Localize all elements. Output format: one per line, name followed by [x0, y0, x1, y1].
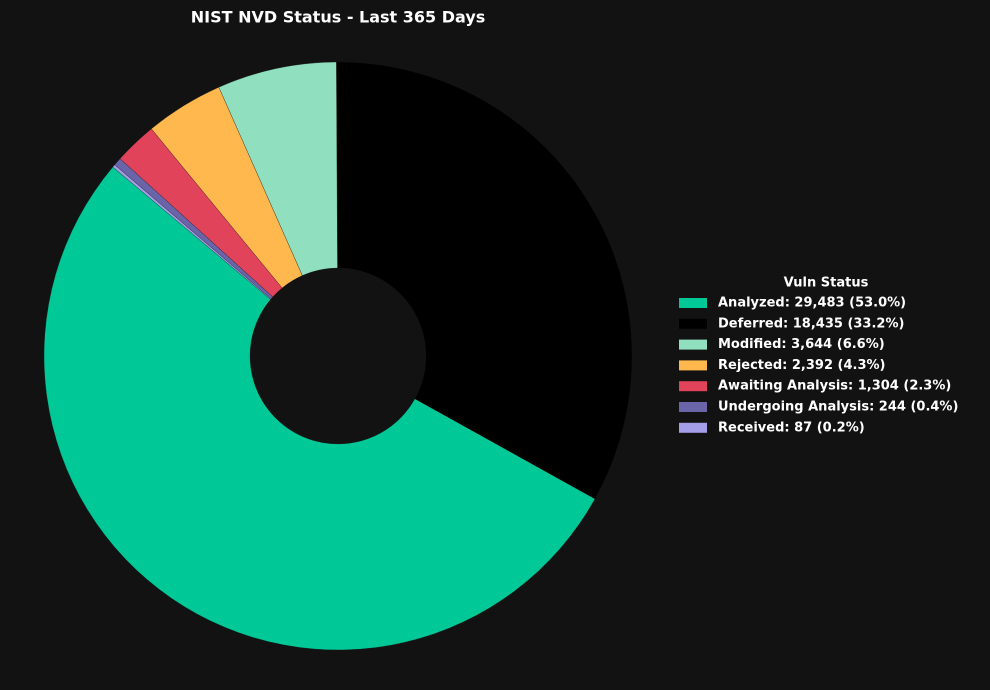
legend-swatch: [679, 318, 707, 329]
donut-slice: [112, 164, 272, 300]
legend-title: Vuln Status: [784, 276, 869, 291]
legend-swatch: [679, 381, 707, 392]
legend-label: Awaiting Analysis: 1,304 (2.3%): [718, 379, 951, 394]
legend-label: Undergoing Analysis: 244 (0.4%): [718, 400, 958, 415]
legend-label: Deferred: 18,435 (33.2%): [718, 316, 904, 331]
legend-swatch: [679, 360, 707, 371]
legend-label: Rejected: 2,392 (4.3%): [718, 358, 885, 373]
legend-swatch: [679, 298, 707, 308]
legend-swatch: [679, 339, 707, 350]
donut-slice: [43, 166, 596, 651]
legend-label: Modified: 3,644 (6.6%): [718, 337, 885, 352]
donut-slice: [336, 61, 633, 500]
legend-swatch: [679, 422, 707, 433]
legend-swatch: [679, 402, 707, 412]
legend-label: Analyzed: 29,483 (53.0%): [718, 296, 906, 311]
legend-label: Received: 87 (0.2%): [718, 420, 865, 435]
chart-title: NIST NVD Status - Last 365 Days: [191, 8, 486, 27]
